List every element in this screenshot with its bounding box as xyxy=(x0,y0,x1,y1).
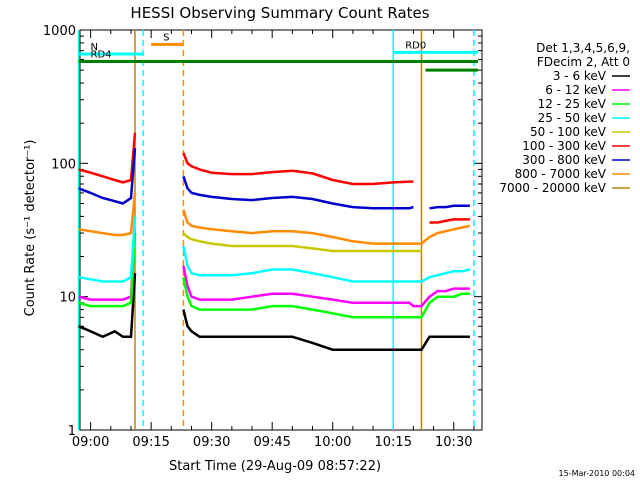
series-line xyxy=(429,218,470,224)
x-tick-label: 09:15 xyxy=(132,435,169,450)
series-line xyxy=(78,216,137,283)
plot-area: 1 10 100 1000 09:00 09:15 09:30 09:45 10:00 10:15… xyxy=(43,24,483,450)
series-line xyxy=(78,148,137,205)
series-line xyxy=(78,192,137,237)
state-bar-label: S xyxy=(163,32,169,43)
legend-label: 100 - 300 keV xyxy=(522,139,606,153)
x-tick-label: 10:00 xyxy=(314,435,351,450)
series-line xyxy=(78,132,137,184)
series-line xyxy=(78,233,137,308)
legend-label: 3 - 6 keV xyxy=(553,69,607,83)
legend-label: 7000 - 20000 keV xyxy=(499,181,606,195)
y-tick-label: 1000 xyxy=(43,24,76,39)
x-axis-label: Start Time (29-Aug-09 08:57:22) xyxy=(169,459,381,474)
x-tick-label: 10:15 xyxy=(375,435,412,450)
series-line xyxy=(182,245,471,283)
series-line xyxy=(429,204,470,210)
series-line xyxy=(182,152,414,186)
series-line xyxy=(78,233,137,301)
series-line xyxy=(182,232,422,253)
y-tick-label: 100 xyxy=(51,157,76,172)
chart-title: HESSI Observing Summary Count Rates xyxy=(130,4,429,22)
x-tick-label: 09:00 xyxy=(72,435,109,450)
y-axis-label: Count Rate (s⁻¹ detector⁻¹) xyxy=(23,140,38,317)
y-tick-label: 1 xyxy=(68,424,76,439)
state-bar-label: RD0 xyxy=(405,40,426,51)
x-tick-label: 10:30 xyxy=(435,435,472,450)
legend-label: 6 - 12 keV xyxy=(545,83,607,97)
legend-label: 25 - 50 keV xyxy=(538,111,607,125)
x-tick-label: 09:30 xyxy=(193,435,230,450)
generation-date: 15-Mar-2010 00:04 xyxy=(559,469,636,478)
legend-label: 800 - 7000 keV xyxy=(515,167,607,181)
series-line xyxy=(182,209,471,245)
series-line xyxy=(182,309,470,351)
state-bar-label: RD4 xyxy=(91,50,112,61)
x-tick-label: 09:45 xyxy=(253,435,290,450)
state-bar-label: N xyxy=(91,42,98,53)
legend: Det 1,3,4,5,6,9,FDecim 2, Att 03 - 6 keV… xyxy=(499,41,630,195)
series-line xyxy=(182,276,470,319)
legend-label: 12 - 25 keV xyxy=(538,97,607,111)
series-line xyxy=(182,265,470,308)
series-line xyxy=(182,175,414,210)
y-tick-label: 10 xyxy=(59,291,76,306)
legend-header: FDecim 2, Att 0 xyxy=(537,55,630,69)
legend-header: Det 1,3,4,5,6,9, xyxy=(536,41,630,55)
series-line xyxy=(78,273,137,339)
legend-label: 300 - 800 keV xyxy=(522,153,606,167)
legend-label: 50 - 100 keV xyxy=(530,125,607,139)
